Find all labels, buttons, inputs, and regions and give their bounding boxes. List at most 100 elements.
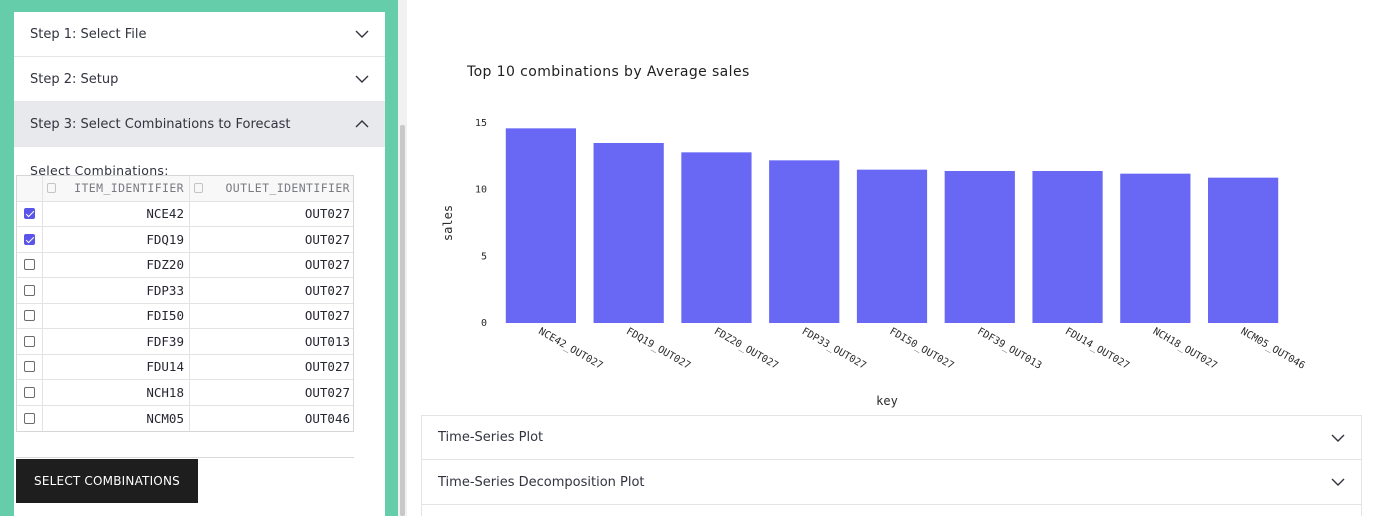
table-row[interactable]: NCE42 OUT027 <box>17 201 353 227</box>
outlet-identifier-cell[interactable]: OUT027 <box>304 384 350 400</box>
row-checkbox[interactable] <box>24 284 35 296</box>
x-tick-label: NCH18_OUT027 <box>1151 326 1219 372</box>
row-checkbox[interactable] <box>24 233 35 245</box>
step2-expander[interactable]: Step 2: Setup <box>14 57 385 102</box>
bar[interactable] <box>1208 177 1279 323</box>
sidebar: Step 1: Select File Step 2: Setup Step 3… <box>0 0 400 516</box>
row-checkbox-cell[interactable] <box>17 252 43 277</box>
row-checkbox[interactable] <box>24 361 35 373</box>
row-checkbox[interactable] <box>24 310 35 322</box>
table-row[interactable]: FDF39 OUT013 <box>17 329 353 355</box>
bar[interactable] <box>856 169 928 323</box>
row-checkbox-cell[interactable] <box>17 278 43 303</box>
item-identifier-cell[interactable]: FDI50 <box>43 303 190 328</box>
chart-svg: Top 10 combinations by Average sales 0 5 1… <box>441 64 1307 408</box>
chevron-down-icon <box>1331 475 1345 489</box>
bar[interactable] <box>944 171 1015 323</box>
x-tick-label: FDP33_OUT027 <box>800 326 868 372</box>
main-content: Top 10 combinations by Average sales 0 5 1… <box>410 0 1400 516</box>
item-identifier-cell[interactable]: NCH18 <box>43 380 190 405</box>
table-row[interactable]: FDQ19 OUT027 <box>17 227 353 253</box>
table-row[interactable]: NCM05 OUT046 <box>17 405 353 431</box>
row-checkbox[interactable] <box>24 335 35 347</box>
row-checkbox-cell[interactable] <box>17 303 43 328</box>
x-tick-label: NCE42_OUT027 <box>536 326 604 372</box>
chevron-down-icon <box>355 27 369 41</box>
row-checkbox[interactable] <box>24 386 35 398</box>
select-all-cell[interactable] <box>17 176 43 201</box>
time-series-plot-expander[interactable]: Time-Series Plot <box>421 415 1362 460</box>
row-checkbox[interactable] <box>24 208 35 220</box>
bar[interactable] <box>505 128 576 323</box>
step1-label: Step 1: Select File <box>30 26 147 42</box>
row-checkbox-cell[interactable] <box>17 227 43 252</box>
step2-label: Step 2: Setup <box>30 71 119 87</box>
chart-title: Top 10 combinations by Average sales <box>466 64 750 80</box>
decomposition-plot-expander[interactable]: Time-Series Decomposition Plot <box>421 460 1362 505</box>
bar[interactable] <box>1032 171 1103 323</box>
row-checkbox-cell[interactable] <box>17 329 43 354</box>
item-identifier-cell[interactable]: FDZ20 <box>43 252 190 277</box>
step3-label: Step 3: Select Combinations to Forecast <box>30 116 291 132</box>
bar[interactable] <box>681 152 752 323</box>
chevron-down-icon <box>355 72 369 86</box>
table-row[interactable]: FDI50 OUT027 <box>17 303 353 329</box>
outlet-identifier-cell[interactable]: OUT013 <box>304 333 350 349</box>
row-checkbox-cell[interactable] <box>17 405 43 431</box>
y-tick-label: 15 <box>475 118 487 129</box>
x-tick-label: FDZ20_OUT027 <box>712 326 780 372</box>
outlet-identifier-cell[interactable]: OUT027 <box>304 206 350 222</box>
item-identifier-cell[interactable]: FDU14 <box>43 354 190 379</box>
column-type-icon <box>47 183 56 194</box>
bar[interactable] <box>593 143 664 323</box>
item-identifier-cell[interactable]: FDP33 <box>43 278 190 303</box>
outlet-identifier-cell[interactable]: OUT027 <box>304 282 350 298</box>
x-tick-label: FDI50_OUT027 <box>888 326 956 372</box>
divider <box>16 457 354 458</box>
y-tick-label: 5 <box>481 251 487 262</box>
y-tick-label: 0 <box>481 318 487 329</box>
bar[interactable] <box>1120 173 1191 323</box>
step3-expander[interactable]: Step 3: Select Combinations to Forecast <box>14 102 385 147</box>
column-type-icon <box>194 183 203 194</box>
bar[interactable] <box>769 160 840 323</box>
item-identifier-cell[interactable]: FDF39 <box>43 329 190 354</box>
row-checkbox-cell[interactable] <box>17 380 43 405</box>
table-header-row: ITEM_IDENTIFIER OUTLET_IDENTIFIER <box>17 176 353 202</box>
select-combinations-label: Select Combinations: <box>30 163 169 178</box>
combinations-table: ITEM_IDENTIFIER OUTLET_IDENTIFIER NCE42 O… <box>16 175 354 432</box>
sidebar-panel: Step 1: Select File Step 2: Setup Step 3… <box>14 12 385 516</box>
step1-expander[interactable]: Step 1: Select File <box>14 12 385 57</box>
y-axis-label: sales <box>441 205 455 241</box>
decomposition-plot-label: Time-Series Decomposition Plot <box>438 474 645 490</box>
row-checkbox-cell[interactable] <box>17 201 43 226</box>
table-row[interactable]: FDU14 OUT027 <box>17 354 353 380</box>
row-checkbox-cell[interactable] <box>17 354 43 379</box>
item-identifier-cell[interactable]: NCM05 <box>43 405 190 431</box>
row-checkbox[interactable] <box>24 412 35 424</box>
outlet-identifier-cell[interactable]: OUT027 <box>304 359 350 375</box>
x-tick-label: FDQ19_OUT027 <box>624 326 692 372</box>
next-expander[interactable] <box>421 505 1362 516</box>
table-row[interactable]: NCH18 OUT027 <box>17 380 353 406</box>
column-header-item-identifier[interactable]: ITEM_IDENTIFIER <box>43 176 190 201</box>
chevron-down-icon <box>1331 431 1345 445</box>
outlet-identifier-cell[interactable]: OUT046 <box>304 410 350 426</box>
outlet-identifier-cell[interactable]: OUT027 <box>304 231 350 247</box>
chevron-up-icon <box>355 117 369 131</box>
x-tick-label: FDF39_OUT013 <box>975 326 1043 372</box>
item-identifier-cell[interactable]: NCE42 <box>43 201 190 226</box>
bar-chart: Top 10 combinations by Average sales 0 5 1… <box>410 0 1400 412</box>
table-row[interactable]: FDZ20 OUT027 <box>17 252 353 278</box>
y-tick-label: 10 <box>475 185 487 196</box>
table-row[interactable]: FDP33 OUT027 <box>17 278 353 304</box>
sidebar-scrollbar-thumb[interactable] <box>400 125 405 516</box>
select-combinations-button[interactable]: SELECT COMBINATIONS <box>16 459 198 503</box>
time-series-plot-label: Time-Series Plot <box>438 430 544 445</box>
item-identifier-cell[interactable]: FDQ19 <box>43 227 190 252</box>
outlet-identifier-cell[interactable]: OUT027 <box>304 257 350 273</box>
row-checkbox[interactable] <box>24 259 35 271</box>
column-header-outlet-identifier[interactable]: OUTLET_IDENTIFIER <box>190 176 353 201</box>
x-tick-label: FDU14_OUT027 <box>1063 326 1131 372</box>
outlet-identifier-cell[interactable]: OUT027 <box>304 308 350 324</box>
